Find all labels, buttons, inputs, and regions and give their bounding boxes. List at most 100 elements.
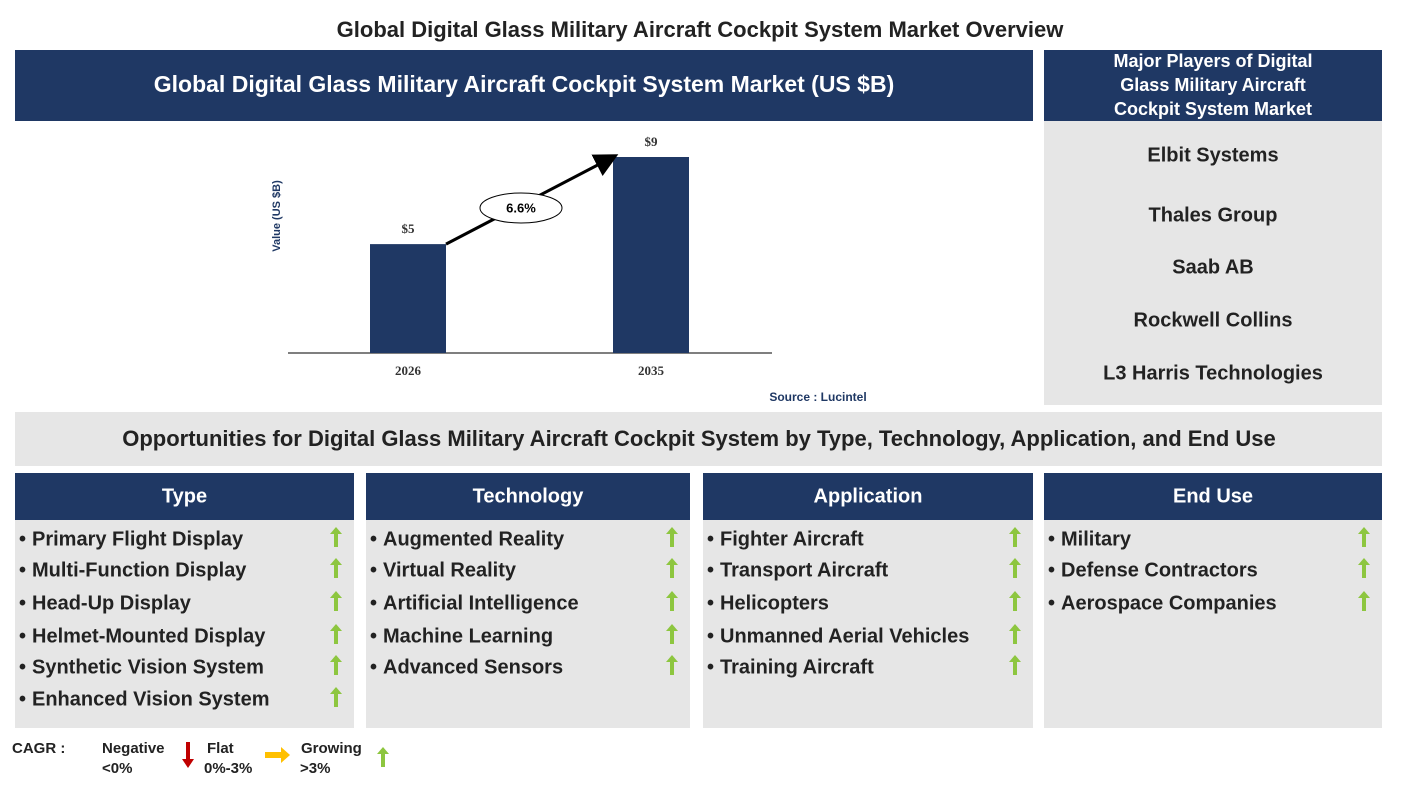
segment-item: Virtual Reality — [383, 559, 517, 581]
segment-item: Transport Aircraft — [720, 559, 889, 581]
chart-title: Global Digital Glass Military Aircraft C… — [154, 71, 894, 97]
player: Thales Group — [1149, 204, 1278, 226]
column-header — [15, 473, 354, 520]
down-arrow-icon — [182, 742, 194, 768]
bullet: • — [707, 592, 714, 614]
column-body — [1044, 520, 1382, 728]
column-body — [703, 520, 1033, 728]
growth-arrow-icon — [1358, 591, 1370, 611]
growth-arrow-icon — [666, 527, 678, 547]
bullet: • — [19, 592, 26, 614]
legend-name: Flat — [207, 740, 234, 757]
growth-arrow-icon — [330, 624, 342, 644]
right-arrow-icon — [265, 747, 290, 763]
value-label: $9 — [645, 134, 659, 149]
growth-arrow-icon — [1009, 624, 1021, 644]
bullet: • — [370, 559, 377, 581]
segment-item: Unmanned Aerial Vehicles — [720, 625, 969, 647]
player: L3 Harris Technologies — [1103, 362, 1323, 384]
legend-range: 0%-3% — [204, 760, 252, 777]
bar — [370, 244, 446, 353]
bullet: • — [19, 688, 26, 710]
bullet: • — [19, 656, 26, 678]
opportunities-banner — [15, 412, 1382, 466]
segment-item: Aerospace Companies — [1061, 592, 1277, 614]
bullet: • — [370, 592, 377, 614]
column-title: Technology — [473, 485, 585, 507]
segment-item: Training Aircraft — [720, 656, 874, 678]
bar — [613, 157, 689, 353]
segment-item: Advanced Sensors — [383, 656, 563, 678]
growth-arrow-icon — [330, 655, 342, 675]
opportunities-title: Opportunities for Digital Glass Military… — [122, 426, 1276, 451]
chart-header — [15, 50, 1033, 121]
segment-item: Defense Contractors — [1061, 559, 1258, 581]
page-title: Global Digital Glass Military Aircraft C… — [337, 17, 1065, 42]
players-panel — [1044, 121, 1382, 405]
source: Source : Lucintel — [769, 390, 866, 404]
growth-arrow-icon — [1358, 558, 1370, 578]
growth-arrow-icon — [666, 655, 678, 675]
bullet: • — [370, 528, 377, 550]
bullet: • — [1048, 592, 1055, 614]
player: Saab AB — [1172, 256, 1254, 278]
growth-arrow-icon — [377, 747, 389, 767]
column-header — [366, 473, 690, 520]
column-title: End Use — [1173, 485, 1253, 507]
player: Rockwell Collins — [1134, 309, 1293, 331]
growth-arrow-icon — [330, 687, 342, 707]
segment-item: Artificial Intelligence — [383, 592, 579, 614]
bullet: • — [707, 528, 714, 550]
legend-label: CAGR : — [12, 740, 65, 757]
segment-item: Fighter Aircraft — [720, 528, 864, 550]
segment-item: Synthetic Vision System — [32, 656, 264, 678]
growth-arrow-icon — [1358, 527, 1370, 547]
cagr-label: 6.6% — [506, 200, 536, 215]
bullet: • — [19, 559, 26, 581]
x-tick-label: 2035 — [638, 363, 665, 378]
segment-item: Enhanced Vision System — [32, 688, 270, 710]
player: Elbit Systems — [1147, 144, 1278, 166]
bullet: • — [1048, 528, 1055, 550]
segment-item: Head-Up Display — [32, 592, 192, 614]
growth-arrow-icon — [1009, 655, 1021, 675]
bullet: • — [707, 625, 714, 647]
growth-arrow-icon — [330, 527, 342, 547]
column-header — [1044, 473, 1382, 520]
legend-range: >3% — [300, 760, 330, 777]
bullet: • — [707, 656, 714, 678]
segment-item: Primary Flight Display — [32, 528, 244, 550]
bullet: • — [1048, 559, 1055, 581]
bullet: • — [19, 625, 26, 647]
y-axis-label: Value (US $B) — [271, 180, 283, 252]
cagr-ellipse — [479, 192, 563, 224]
legend-name: Negative — [102, 740, 165, 757]
segment-item: Augmented Reality — [383, 528, 565, 550]
legend-range: <0% — [102, 760, 132, 777]
growth-arrow-icon — [1009, 591, 1021, 611]
bullet: • — [370, 656, 377, 678]
growth-arrow-icon — [330, 558, 342, 578]
players-header — [1044, 50, 1382, 121]
x-tick-label: 2026 — [395, 363, 422, 378]
segment-item: Helmet-Mounted Display — [32, 625, 266, 647]
column-header — [703, 473, 1033, 520]
bullet: • — [370, 625, 377, 647]
bullet: • — [19, 528, 26, 550]
legend-name: Growing — [301, 740, 362, 757]
players-title: Major Players of Digital Glass Military A… — [1113, 51, 1312, 119]
growth-arrow-icon — [330, 591, 342, 611]
column-title: Type — [162, 485, 207, 507]
segment-item: Machine Learning — [383, 625, 553, 647]
growth-arrow-icon — [1009, 558, 1021, 578]
growth-arrow-icon — [1009, 527, 1021, 547]
growth-arrow-icon — [666, 558, 678, 578]
column-title: Application — [814, 485, 923, 507]
growth-arrow-icon — [666, 591, 678, 611]
segment-item: Military — [1061, 528, 1132, 550]
segment-item: Helicopters — [720, 592, 829, 614]
value-label: $5 — [402, 221, 416, 236]
growth-arrow-icon — [666, 624, 678, 644]
column-body — [366, 520, 690, 728]
